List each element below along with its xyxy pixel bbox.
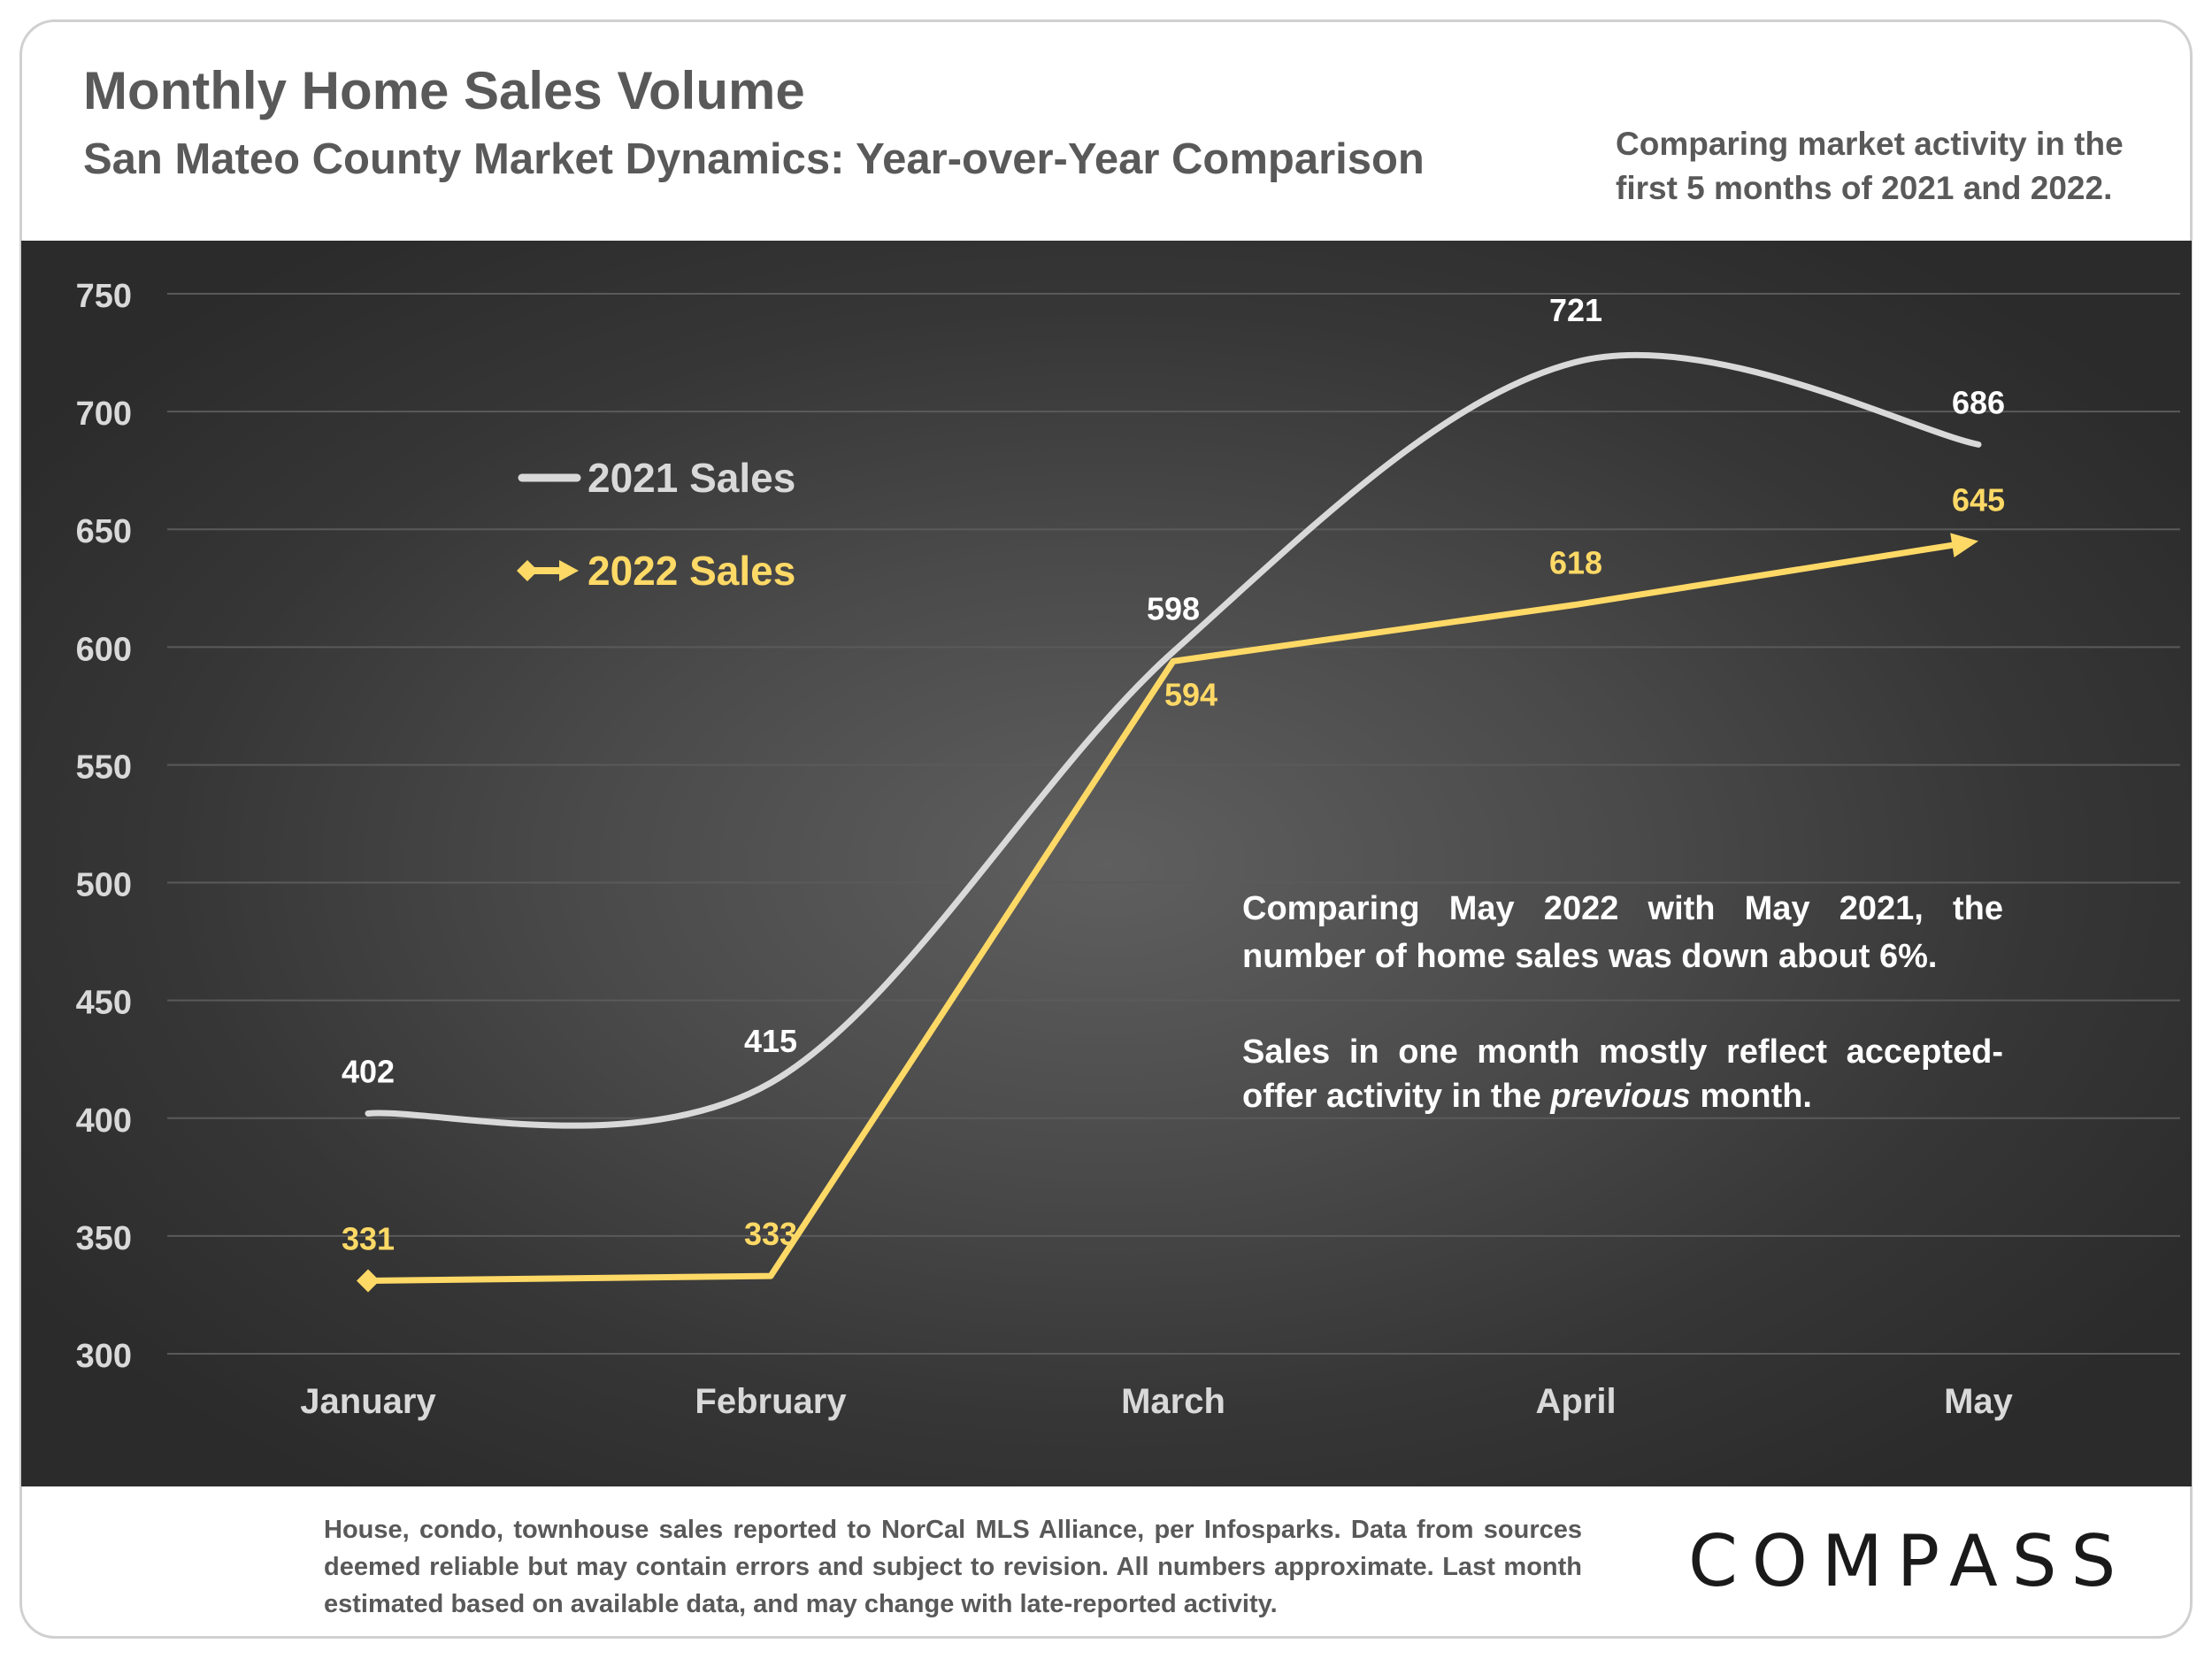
data-label-2021-april: 721 — [1549, 292, 1602, 328]
series-line-2022 — [367, 541, 1962, 1284]
x-tick-label-may: May — [1944, 1382, 2014, 1421]
chart-title: Monthly Home Sales Volume — [83, 61, 805, 120]
legend-label-2021: 2021 Sales — [588, 455, 795, 501]
y-tick-label-300: 300 — [76, 1338, 132, 1375]
source-footnote: House, condo, townhouse sales reported t… — [324, 1516, 1582, 1618]
series-2022-end-arrow-marker — [1950, 533, 1978, 558]
header-note-line-2: first 5 months of 2021 and 2022. — [1616, 170, 2113, 206]
y-tick-label-700: 700 — [76, 396, 132, 433]
data-labels: 402 415 598 721 686 331 333 594 618 645 — [342, 292, 2005, 1256]
y-tick-label-650: 650 — [76, 513, 132, 550]
annotation-paragraph-2: Sales in one month mostly reflect accept… — [1242, 1030, 2003, 1118]
series-2022-start-diamond-marker — [357, 1269, 380, 1293]
y-axis-tick-labels: 300 350 400 450 500 550 600 650 700 750 — [76, 278, 132, 1375]
data-label-2021-january: 402 — [342, 1053, 395, 1089]
x-tick-label-january: January — [300, 1382, 436, 1421]
y-tick-label-450: 450 — [76, 985, 132, 1022]
gridlines — [167, 293, 2180, 1355]
legend-marker-2022-diamond — [517, 560, 538, 581]
compass-logo: COMPASS — [1688, 1520, 2131, 1602]
data-label-2022-may: 645 — [1952, 482, 2005, 518]
x-tick-label-february: February — [695, 1382, 847, 1421]
annotation-paragraph-1: Comparing May 2022 with May 2021, the nu… — [1242, 890, 2003, 975]
series-line-2021 — [365, 351, 1982, 1129]
data-label-2021-march: 598 — [1147, 591, 1200, 627]
data-label-2021-may: 686 — [1952, 384, 2005, 420]
data-label-2022-march: 594 — [1164, 676, 1217, 712]
line-chart: 300 350 400 450 500 550 600 650 700 750 January Fe… — [76, 278, 2180, 1421]
annotation-italic-word: previous — [1550, 1078, 1691, 1115]
data-label-2022-april: 618 — [1549, 544, 1602, 580]
y-tick-label-750: 750 — [76, 278, 132, 315]
annotation-paragraph-2-start: Sales in one month mostly reflect accept… — [1242, 1033, 2003, 1115]
y-tick-label-550: 550 — [76, 749, 132, 786]
data-label-2022-january: 331 — [342, 1220, 395, 1256]
header-note-line-1: Comparing market activity in the — [1616, 126, 2124, 162]
y-tick-label-500: 500 — [76, 867, 132, 904]
x-tick-label-march: March — [1121, 1382, 1225, 1421]
data-label-2022-february: 333 — [744, 1216, 797, 1252]
x-tick-label-april: April — [1535, 1382, 1616, 1421]
legend-marker-2022-arrow — [559, 560, 579, 581]
legend-label-2022: 2022 Sales — [588, 548, 795, 594]
x-axis-tick-labels: January February March April May — [300, 1382, 2013, 1421]
y-tick-label-350: 350 — [76, 1220, 132, 1257]
legend: 2021 Sales 2022 Sales — [517, 455, 795, 594]
data-label-2021-february: 415 — [744, 1023, 797, 1059]
chart-panel: 300 350 400 450 500 550 600 650 700 750 January Fe… — [21, 241, 2192, 1486]
y-tick-label-400: 400 — [76, 1102, 132, 1140]
y-tick-label-600: 600 — [76, 631, 132, 668]
chart-subtitle: San Mateo County Market Dynamics: Year-o… — [83, 135, 1425, 183]
series-lines — [357, 351, 1982, 1293]
header-note: Comparing market activity in the first 5… — [1616, 122, 2164, 211]
annotation-paragraph-2-end: month. — [1690, 1078, 1812, 1115]
